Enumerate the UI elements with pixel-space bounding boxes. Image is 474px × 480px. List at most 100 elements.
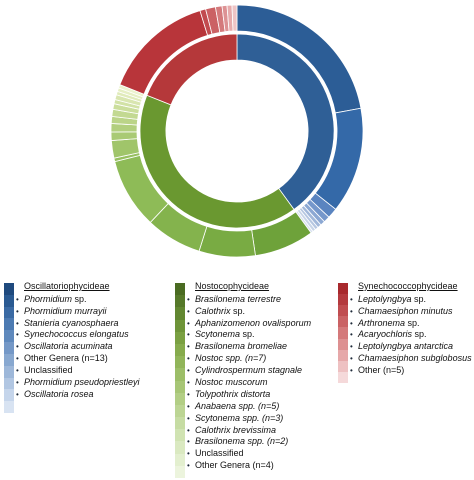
legend-item: • Arthronema sp. bbox=[350, 318, 472, 330]
legend-item: • Tolypothrix distorta bbox=[187, 389, 311, 401]
legend-bullet: • bbox=[187, 401, 190, 411]
legend-label: Chamaesiphon subglobosus bbox=[358, 353, 472, 364]
legend-bar-segment bbox=[175, 417, 185, 430]
legend-bullet: • bbox=[16, 389, 19, 399]
legend-bar-segment bbox=[175, 356, 185, 369]
legend-label: Phormidium sp. bbox=[24, 293, 87, 304]
legend-label: Leptolyngbya sp. bbox=[358, 293, 427, 304]
legend-bar-segment bbox=[175, 283, 185, 296]
legend-bar-segment bbox=[175, 380, 185, 393]
legend-item: • Oscillatoria rosea bbox=[16, 388, 140, 401]
legend-item: • Scytonema sp. bbox=[187, 329, 311, 341]
legend-item: • Acaryochloris sp. bbox=[350, 329, 472, 341]
legend-label: Unclassified bbox=[24, 365, 73, 376]
legend-bullet: • bbox=[187, 461, 190, 471]
legend-bullet: • bbox=[350, 342, 353, 352]
legend-label: Other (n=5) bbox=[358, 365, 405, 376]
legend-item: • Synechococcus elongatus bbox=[16, 329, 140, 341]
legend-item: • Oscillatoria acuminata bbox=[16, 341, 140, 353]
legend-item: • Calothrix brevissima bbox=[187, 425, 311, 437]
legend-bar-segment bbox=[175, 319, 185, 332]
legend-item: • Phormidium murrayii bbox=[16, 305, 140, 318]
legend-item: • Stanieria cyanosphaera bbox=[16, 317, 140, 330]
legend-item: • Calothrix sp. bbox=[187, 306, 311, 318]
legend-bar-segment bbox=[4, 353, 14, 366]
legend-bullet: • bbox=[187, 389, 190, 399]
legend-item: • Brasilonema bromeliae bbox=[187, 341, 311, 353]
legend-bar-segment bbox=[175, 429, 185, 442]
legend-bar-segment bbox=[175, 453, 185, 466]
legend-synechococcophycideae: Synechococcophycideae • Leptolyngbya sp. •… bbox=[350, 281, 472, 377]
legend-bullet: • bbox=[187, 306, 190, 316]
legend-bullet: • bbox=[350, 318, 353, 328]
legend-bullet: • bbox=[16, 366, 19, 376]
outer-slice-nostocophycideae-1 bbox=[198, 225, 256, 258]
legend-bar-segment bbox=[4, 283, 14, 295]
legend-oscillatoriophycideae: Oscillatoriophycideae • Phormidium sp. • Ph… bbox=[16, 281, 140, 401]
legend-bullet: • bbox=[16, 342, 19, 352]
legend-label: Phormidium murrayii bbox=[24, 305, 107, 316]
legend-bullet: • bbox=[16, 330, 19, 340]
legend-bar-segment bbox=[4, 389, 14, 402]
legend-bullet: • bbox=[187, 318, 190, 328]
legend-item: • Other (n=5) bbox=[350, 365, 472, 377]
legend-item: • Other Genera (n=13) bbox=[16, 353, 140, 365]
legend-nostocophycideae: Nostocophycideae • Brasilonema terrestre •… bbox=[187, 281, 312, 472]
legend-item: • Nostoc muscorum bbox=[187, 377, 311, 389]
legend-bullet: • bbox=[350, 294, 353, 304]
legend-label: Nostoc spp. (n=7) bbox=[195, 353, 267, 364]
legend-bar-segment bbox=[338, 294, 348, 306]
legend-label: Nostoc muscorum bbox=[195, 377, 268, 388]
legend-bullet: • bbox=[187, 354, 190, 364]
legend-item: • Leptolyngbya antarctica bbox=[350, 341, 472, 353]
legend-item: • Leptolyngbya sp. bbox=[350, 293, 472, 306]
legend-bar-segment bbox=[175, 404, 185, 418]
legend-item: • Phormidium sp. bbox=[16, 293, 140, 306]
legend-bar-segment bbox=[4, 318, 14, 331]
donut-chart bbox=[110, 4, 364, 258]
legend-bar-segment bbox=[338, 360, 348, 372]
legend-label: Chamaesiphon minutus bbox=[358, 305, 453, 316]
legend-bar-segment bbox=[175, 295, 185, 308]
legend-bullet: • bbox=[350, 330, 353, 340]
legend-bar-segment bbox=[175, 392, 185, 405]
legend-bullet: • bbox=[350, 306, 353, 316]
legend-bullet: • bbox=[16, 318, 19, 328]
legend-bullet: • bbox=[350, 354, 353, 364]
legend-bar-segment bbox=[4, 342, 14, 354]
legend-label: Other Genera (n=13) bbox=[24, 353, 108, 364]
legend-item: • Cylindrospermum stagnale bbox=[187, 365, 311, 377]
legend-label: Stanieria cyanosphaera bbox=[24, 317, 119, 328]
legend-bullet: • bbox=[16, 354, 19, 364]
legend-label: Acaryochloris sp. bbox=[358, 329, 427, 340]
legend-label: Brasilonema bromeliae bbox=[195, 341, 288, 352]
legend-bullet: • bbox=[187, 342, 190, 352]
legend-bar-oscillatoriophycideae bbox=[4, 283, 14, 413]
legend-label: Cylindrospermum stagnale bbox=[195, 365, 303, 376]
legend-label: Oscillatoria rosea bbox=[24, 388, 94, 399]
legend-item: • Phormidium pseudopriestleyi bbox=[16, 377, 140, 389]
legend-bullet: • bbox=[187, 437, 190, 447]
legend-bar-synechococcophycideae bbox=[338, 283, 348, 383]
legend-label: Scytonema sp. bbox=[195, 329, 255, 340]
legend-bullet: • bbox=[187, 294, 190, 304]
legend-label: Synechococcus elongatus bbox=[24, 329, 129, 340]
legend-bar-segment bbox=[4, 306, 14, 319]
legend-item: • Other Genera (n=4) bbox=[187, 460, 311, 472]
outer-slice-synechococcophycideae-6 bbox=[231, 4, 238, 32]
legend-bar-nostocophycideae bbox=[175, 283, 185, 478]
legend-label: Oscillatoria acuminata bbox=[24, 341, 113, 352]
legend-item: • Brasilonema spp. (n=2) bbox=[187, 436, 311, 448]
legend-bar-segment bbox=[4, 377, 14, 390]
legend-bullet: • bbox=[16, 378, 19, 388]
legend-bullet: • bbox=[187, 449, 190, 459]
legend-item: • Chamaesiphon minutus bbox=[350, 305, 472, 318]
legend-label: Aphanizomenon ovalisporum bbox=[195, 317, 312, 328]
legend-header: Synechococcophycideae bbox=[358, 281, 458, 291]
legend-bullet: • bbox=[187, 366, 190, 376]
legend-bar-segment bbox=[338, 327, 348, 339]
legend-bar-segment bbox=[338, 371, 348, 383]
legend-bullet: • bbox=[187, 413, 190, 423]
legend-bar-segment bbox=[4, 294, 14, 307]
